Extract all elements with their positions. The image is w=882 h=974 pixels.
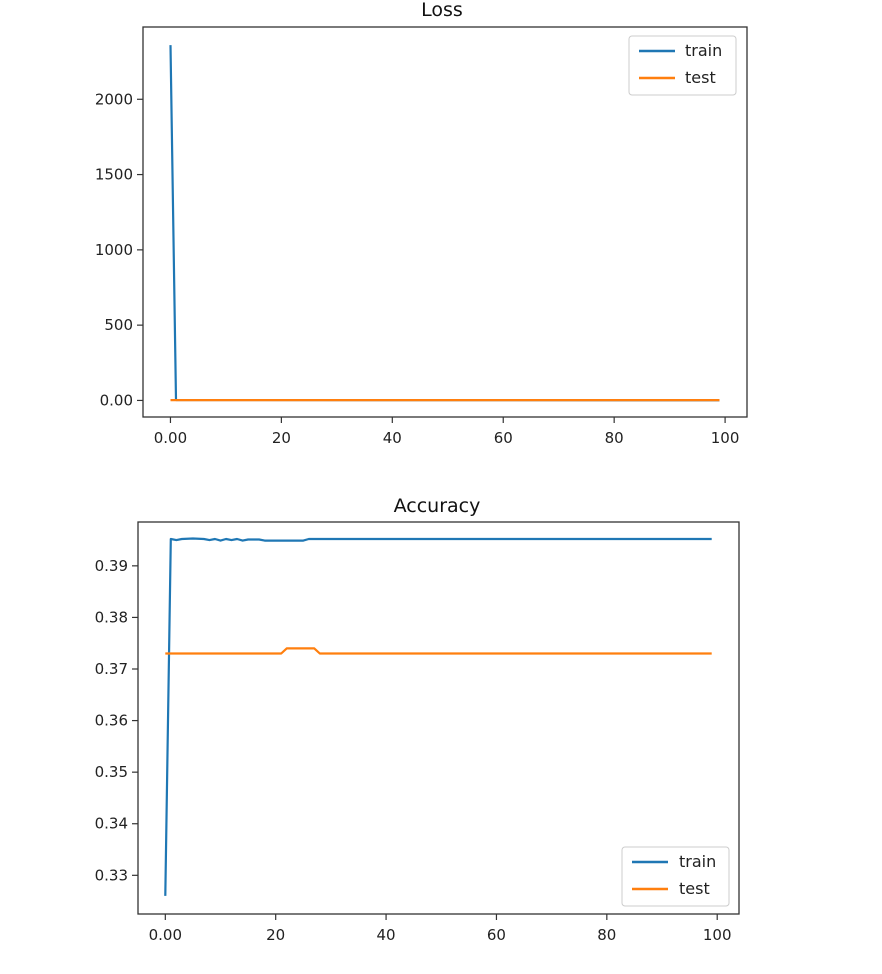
accuracy-ytick-label: 0.38 — [95, 608, 128, 626]
loss-xtick-label: 0.00 — [154, 429, 187, 447]
loss-legend-train-label: train — [685, 41, 722, 60]
loss-xtick-label: 100 — [711, 429, 740, 447]
accuracy-xtick-label: 40 — [377, 926, 396, 944]
loss-series-train-line — [169, 45, 720, 402]
accuracy-legend: train test — [621, 846, 730, 907]
loss-xtick-label: 80 — [605, 429, 624, 447]
loss-panel: Loss 0.00 20 40 60 80 100 0.00 500 1000 1500 2000… — [95, 0, 748, 447]
accuracy-panel: Accuracy 0.00 20 40 60 80 100 0.330.340.350.3… — [95, 495, 740, 944]
loss-series-layer — [169, 45, 720, 402]
accuracy-y-axis: 0.33 0.34 0.35 0.36 0.37 0.38 0.39 — [95, 557, 138, 884]
loss-title: Loss — [421, 0, 463, 21]
accuracy-ytick-label: 0.36 — [95, 712, 128, 730]
accuracy-xtick-label: 60 — [487, 926, 506, 944]
loss-xtick-label: 20 — [272, 429, 291, 447]
accuracy-ytick-label: 0.37 — [95, 660, 128, 678]
loss-ytick-label: 2000 — [95, 90, 133, 108]
loss-xtick-label: 60 — [494, 429, 513, 447]
accuracy-title: Accuracy — [394, 495, 481, 517]
accuracy-xtick-label: 100 — [703, 926, 732, 944]
accuracy-series-train-line — [164, 537, 712, 896]
accuracy-xtick-label: 0.00 — [149, 926, 182, 944]
accuracy-xtick-label: 20 — [266, 926, 285, 944]
accuracy-series-test-line — [165, 647, 712, 655]
accuracy-xtick-label: 80 — [597, 926, 616, 944]
loss-x-axis: 0.00 20 40 60 80 100 — [154, 417, 740, 447]
accuracy-axes-frame — [137, 521, 740, 915]
loss-y-axis: 0.00 500 1000 1500 2000 — [95, 90, 143, 409]
accuracy-ytick-label: 0.34 — [95, 815, 128, 833]
accuracy-ytick-label: 0.33 — [95, 866, 128, 884]
loss-xtick-label: 40 — [383, 429, 402, 447]
accuracy-ytick-label: 0.35 — [95, 763, 128, 781]
loss-legend: train test — [628, 35, 737, 96]
loss-legend-test-label: test — [685, 68, 716, 87]
loss-ytick-label: 1500 — [95, 166, 133, 184]
accuracy-series-layer — [164, 537, 712, 896]
loss-ytick-label: 1000 — [95, 241, 133, 259]
loss-ytick-label: 0.00 — [100, 391, 133, 409]
loss-axes-frame — [142, 26, 748, 418]
accuracy-ytick-label: 0.39 — [95, 557, 128, 575]
loss-ytick-label: 500 — [104, 316, 133, 334]
accuracy-legend-test-label: test — [679, 879, 710, 898]
accuracy-legend-train-label: train — [679, 852, 716, 871]
accuracy-x-axis: 0.00 20 40 60 80 100 — [149, 914, 732, 944]
